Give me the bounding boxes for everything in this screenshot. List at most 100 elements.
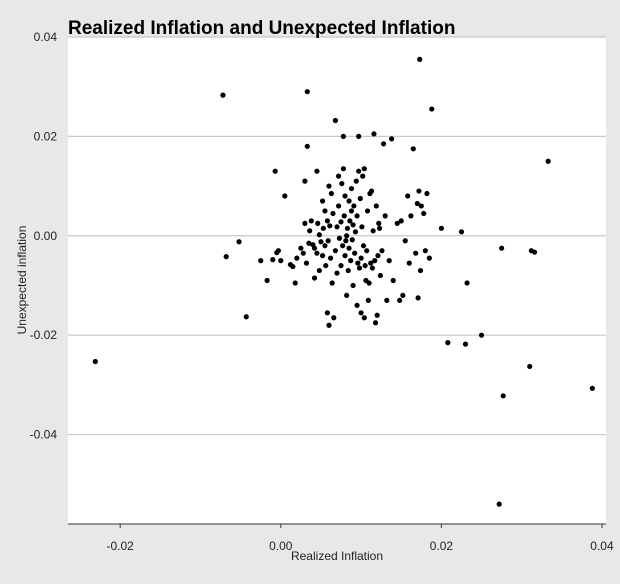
data-point: [372, 258, 378, 264]
data-point: [324, 310, 330, 316]
data-point: [414, 200, 420, 207]
data-point: [282, 193, 288, 199]
tick-labels: -0.04 -0.02 0.00 0.02 0.04 -0.02 0.00 0.02 0.04: [30, 30, 614, 553]
data-point: [373, 203, 379, 209]
data-point: [318, 239, 324, 245]
data-point: [478, 332, 485, 338]
data-point: [374, 312, 380, 318]
y-tick-label: 0.02: [34, 129, 58, 143]
data-point: [464, 280, 470, 286]
data-point: [346, 198, 352, 204]
data-point: [275, 248, 281, 254]
data-point: [366, 280, 372, 286]
x-tick-label: -0.02: [107, 539, 135, 553]
data-point: [351, 203, 357, 209]
data-point: [300, 250, 306, 256]
data-point: [336, 235, 343, 241]
data-point: [368, 188, 375, 194]
data-point: [364, 208, 371, 214]
data-point: [496, 501, 502, 507]
data-point: [320, 225, 326, 231]
data-point: [353, 178, 359, 184]
data-point: [315, 220, 321, 226]
data-point: [372, 320, 379, 326]
data-point: [322, 208, 328, 214]
data-point: [364, 248, 370, 254]
data-point: [340, 166, 347, 172]
data-point: [342, 253, 348, 259]
data-point: [354, 213, 360, 219]
data-point: [358, 310, 364, 316]
data-point: [316, 267, 322, 274]
data-point: [329, 280, 335, 286]
data-point: [327, 255, 334, 261]
data-point: [302, 178, 308, 184]
x-tick-label: 0.04: [590, 539, 614, 553]
y-axis-label: Unexpected inflation: [15, 226, 29, 335]
y-tick-label: -0.04: [30, 428, 58, 442]
data-point: [294, 255, 300, 261]
gridlines: [68, 36, 606, 436]
data-point: [319, 253, 326, 259]
data-point: [349, 237, 355, 243]
x-tick-label: 0.00: [269, 539, 293, 553]
data-point: [417, 267, 424, 274]
data-point: [422, 248, 428, 254]
data-point: [334, 224, 340, 230]
data-point: [531, 249, 538, 255]
data-point: [278, 258, 284, 264]
data-point: [445, 340, 451, 346]
data-point: [365, 297, 371, 303]
data-point: [352, 229, 359, 235]
data-point: [360, 173, 366, 179]
data-point: [418, 203, 424, 209]
data-point: [270, 257, 276, 263]
data-point: [376, 220, 382, 226]
data-point: [394, 220, 400, 226]
data-point: [303, 260, 310, 266]
data-point: [292, 280, 298, 286]
data-point: [356, 265, 363, 271]
data-point: [361, 166, 367, 172]
data-point: [415, 295, 421, 301]
y-tick-label: 0.00: [34, 229, 58, 243]
x-axis-label: Realized Inflation: [291, 549, 383, 563]
data-point: [369, 265, 375, 271]
y-tick-label: 0.04: [34, 30, 58, 44]
data-point: [340, 133, 347, 139]
data-point: [304, 89, 310, 95]
data-point: [331, 315, 337, 321]
data-point: [368, 260, 374, 266]
data-point: [326, 322, 332, 328]
y-tick-label: -0.02: [30, 328, 58, 342]
data-point: [334, 270, 340, 276]
chart-title: Realized Inflation and Unexpected Inflat…: [68, 18, 455, 39]
data-point: [243, 314, 249, 320]
data-point: [362, 262, 368, 269]
data-point: [311, 245, 318, 251]
data-point: [340, 243, 346, 249]
data-point: [339, 180, 345, 187]
data-point: [314, 250, 320, 256]
data-point: [311, 275, 318, 281]
data-point: [330, 210, 336, 217]
data-point: [258, 258, 264, 264]
data-point: [382, 213, 388, 219]
data-point: [389, 136, 395, 142]
data-point: [264, 277, 270, 284]
data-point: [462, 341, 469, 347]
data-point: [314, 168, 320, 174]
data-point: [358, 255, 364, 261]
data-point: [429, 106, 435, 112]
data-point: [92, 358, 98, 365]
data-points: [92, 56, 595, 507]
data-point: [307, 228, 313, 234]
data-point: [325, 238, 331, 244]
data-point: [326, 183, 332, 189]
data-point: [379, 248, 385, 254]
data-point: [347, 218, 353, 224]
axes: [68, 523, 606, 528]
data-point: [354, 302, 360, 308]
data-point: [377, 272, 383, 279]
data-point: [356, 168, 362, 174]
